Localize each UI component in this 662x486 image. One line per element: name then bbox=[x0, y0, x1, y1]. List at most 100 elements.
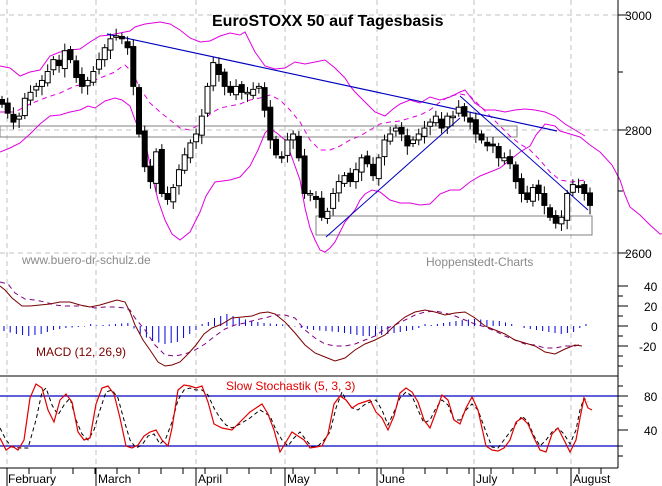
candle-down bbox=[484, 141, 491, 147]
candle-down bbox=[318, 197, 325, 218]
candle-down bbox=[221, 71, 228, 87]
month-label-august: August bbox=[573, 472, 611, 486]
candle-down bbox=[364, 155, 371, 165]
candle-up bbox=[107, 38, 114, 51]
candle-up bbox=[569, 184, 576, 193]
gridlines bbox=[0, 0, 618, 468]
watermark-left: www.buero-dr-schulz.de bbox=[21, 253, 151, 267]
candle-down bbox=[472, 119, 479, 135]
candle-down bbox=[301, 155, 308, 194]
candle-up bbox=[449, 115, 456, 119]
candle-up bbox=[255, 85, 262, 89]
candle-down bbox=[73, 60, 80, 78]
macd-tick-minus20: -20 bbox=[639, 340, 657, 354]
candle-down bbox=[547, 207, 554, 218]
candle-down bbox=[56, 59, 63, 67]
candle-down bbox=[552, 215, 559, 224]
candle-up bbox=[233, 85, 240, 96]
candle-up bbox=[335, 181, 342, 194]
candle-up bbox=[250, 88, 257, 96]
candle-down bbox=[461, 106, 468, 117]
price-tick-2800: 2800 bbox=[625, 124, 652, 138]
stoch-tick-80: 80 bbox=[644, 390, 658, 404]
candle-up bbox=[44, 71, 51, 84]
month-label-july: July bbox=[476, 472, 497, 486]
candle-up bbox=[307, 193, 314, 196]
uptrend-line-may-june bbox=[325, 117, 461, 238]
candle-down bbox=[136, 87, 143, 135]
candle-up bbox=[415, 133, 422, 141]
candle-up bbox=[210, 62, 217, 87]
candle-up bbox=[33, 85, 40, 91]
candle-down bbox=[587, 192, 593, 206]
candle-down bbox=[141, 130, 148, 168]
candle-up bbox=[16, 115, 23, 120]
candle-down bbox=[467, 117, 474, 123]
candle-down bbox=[118, 35, 125, 40]
candle-up bbox=[27, 91, 34, 101]
candle-down bbox=[78, 74, 85, 87]
candle-up bbox=[153, 151, 160, 184]
macd-tick-0: 0 bbox=[651, 320, 658, 334]
candle-up bbox=[181, 154, 188, 171]
candle-down bbox=[581, 184, 588, 194]
candle-up bbox=[444, 115, 451, 128]
candle-down bbox=[261, 87, 268, 111]
candle-up bbox=[501, 157, 508, 162]
candle-down bbox=[347, 172, 354, 183]
candlesticks bbox=[0, 28, 593, 231]
lower-bollinger-band bbox=[0, 97, 662, 253]
candle-up bbox=[529, 187, 536, 202]
candle-down bbox=[518, 178, 525, 194]
month-label-march: March bbox=[98, 472, 131, 486]
watermark-right: Hoppenstedt-Charts bbox=[426, 255, 533, 269]
candle-up bbox=[392, 127, 399, 132]
candle-up bbox=[290, 133, 297, 141]
candle-up bbox=[410, 139, 417, 145]
candle-up bbox=[375, 157, 382, 180]
resistance-zone-box bbox=[0, 125, 518, 138]
middle-bollinger-band bbox=[0, 64, 586, 183]
candle-up bbox=[324, 210, 331, 219]
candle-down bbox=[398, 126, 405, 135]
candle-down bbox=[130, 46, 137, 87]
candle-down bbox=[404, 135, 411, 147]
candle-up bbox=[113, 35, 120, 38]
candle-down bbox=[524, 192, 531, 200]
candle-down bbox=[4, 102, 11, 114]
downtrend-line-long bbox=[106, 33, 558, 132]
candle-down bbox=[273, 138, 280, 156]
candle-up bbox=[90, 71, 97, 83]
candle-up bbox=[564, 193, 571, 221]
candle-down bbox=[267, 106, 274, 141]
candle-down bbox=[215, 63, 222, 76]
candle-down bbox=[370, 163, 377, 177]
price-tick-2600: 2600 bbox=[625, 247, 652, 261]
candle-down bbox=[124, 41, 131, 49]
candle-up bbox=[455, 106, 462, 114]
candle-up bbox=[101, 47, 108, 61]
candle-up bbox=[558, 216, 565, 225]
candle-down bbox=[164, 193, 171, 200]
candle-up bbox=[175, 169, 182, 187]
candle-up bbox=[330, 193, 337, 209]
candle-up bbox=[187, 142, 194, 159]
candle-down bbox=[10, 113, 17, 123]
candle-down bbox=[489, 143, 496, 147]
candle-up bbox=[96, 59, 103, 70]
candle-down bbox=[158, 148, 165, 194]
candle-down bbox=[507, 156, 514, 165]
candle-up bbox=[427, 121, 434, 127]
macd-tick-40: 40 bbox=[644, 280, 658, 294]
candle-up bbox=[61, 50, 68, 70]
candle-down bbox=[295, 135, 302, 159]
candle-down bbox=[495, 145, 502, 159]
candle-down bbox=[147, 165, 154, 183]
stochastic-label: Slow Stochastik (5, 3, 3) bbox=[226, 379, 355, 393]
month-label-february: February bbox=[8, 472, 56, 486]
support-zone-box bbox=[315, 215, 593, 236]
candle-up bbox=[170, 187, 177, 203]
candle-up bbox=[193, 133, 200, 143]
candle-up bbox=[432, 115, 439, 124]
